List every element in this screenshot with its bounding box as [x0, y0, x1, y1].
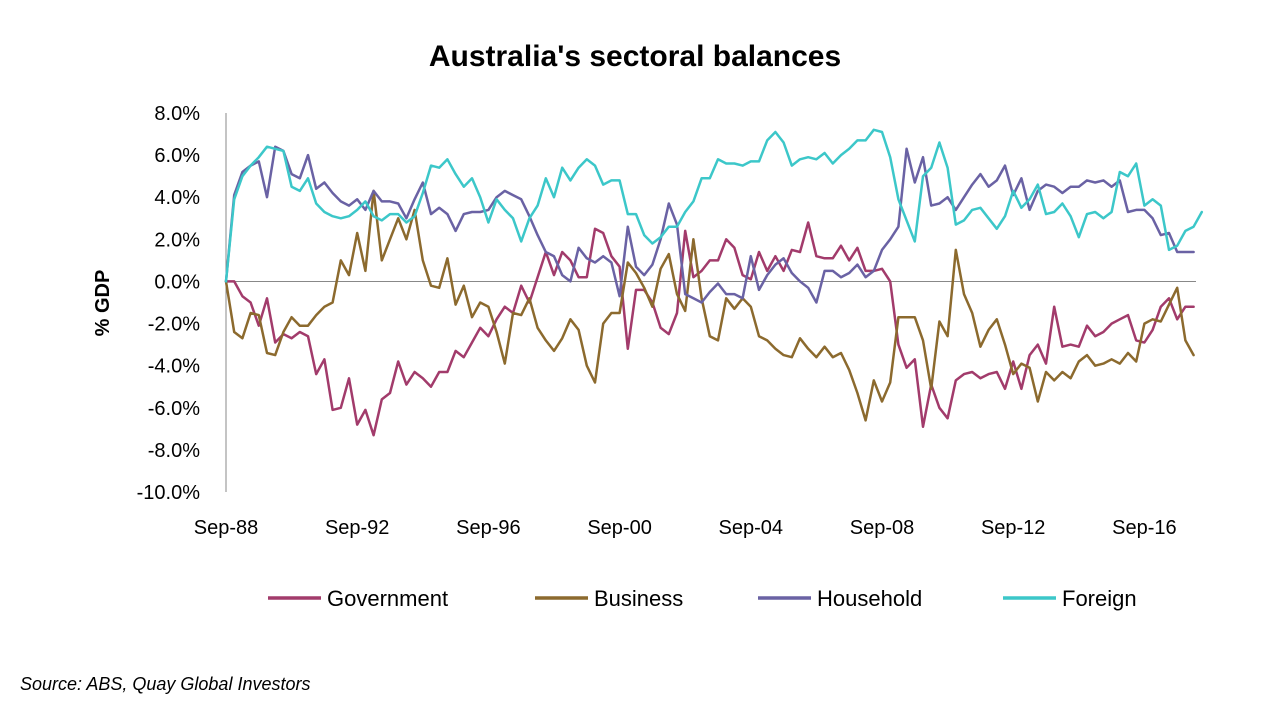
y-tick-label: 4.0% [154, 187, 200, 209]
series-line-household [224, 145, 1195, 304]
x-tick-label: Sep-96 [456, 517, 521, 539]
legend-label-foreign: Foreign [1062, 586, 1137, 611]
x-tick-label: Sep-12 [981, 517, 1046, 539]
y-tick-label: -8.0% [148, 440, 200, 462]
chart-title: Australia's sectoral balances [429, 40, 841, 73]
y-tick-label: 8.0% [154, 103, 200, 125]
y-tick-label: -2.0% [148, 314, 200, 336]
y-axis-label: % GDP [92, 270, 114, 337]
y-tick-labels: 8.0% 6.0% 4.0% 2.0% 0.0% -2.0% -4.0% -6.0% -8.0%… [137, 103, 201, 504]
y-tick-label: -4.0% [148, 356, 200, 378]
source-note: Source: ABS, Quay Global Investors [20, 674, 311, 694]
series-lines [224, 128, 1204, 437]
x-tick-label: Sep-00 [587, 517, 652, 539]
x-tick-label: Sep-92 [325, 517, 390, 539]
y-tick-label: -6.0% [148, 398, 200, 420]
x-tick-labels: Sep-88 Sep-92 Sep-96 Sep-00 Sep-04 Sep-08 Sep-… [194, 517, 1177, 539]
y-tick-label: 0.0% [154, 271, 200, 293]
y-tick-label: 6.0% [154, 145, 200, 167]
x-tick-label: Sep-88 [194, 517, 259, 539]
legend-label-government: Government [327, 586, 448, 611]
legend-label-household: Household [817, 586, 922, 611]
legend: Government Business Household Foreign [268, 586, 1137, 611]
series-line-government [224, 221, 1195, 437]
y-tick-label: 2.0% [154, 229, 200, 251]
y-tick-label: -10.0% [137, 482, 201, 504]
series-line-foreign [224, 128, 1204, 283]
x-tick-label: Sep-08 [850, 517, 915, 539]
x-tick-label: Sep-16 [1112, 517, 1177, 539]
legend-label-business: Business [594, 586, 683, 611]
series-line-business [224, 189, 1195, 422]
x-tick-label: Sep-04 [719, 517, 784, 539]
